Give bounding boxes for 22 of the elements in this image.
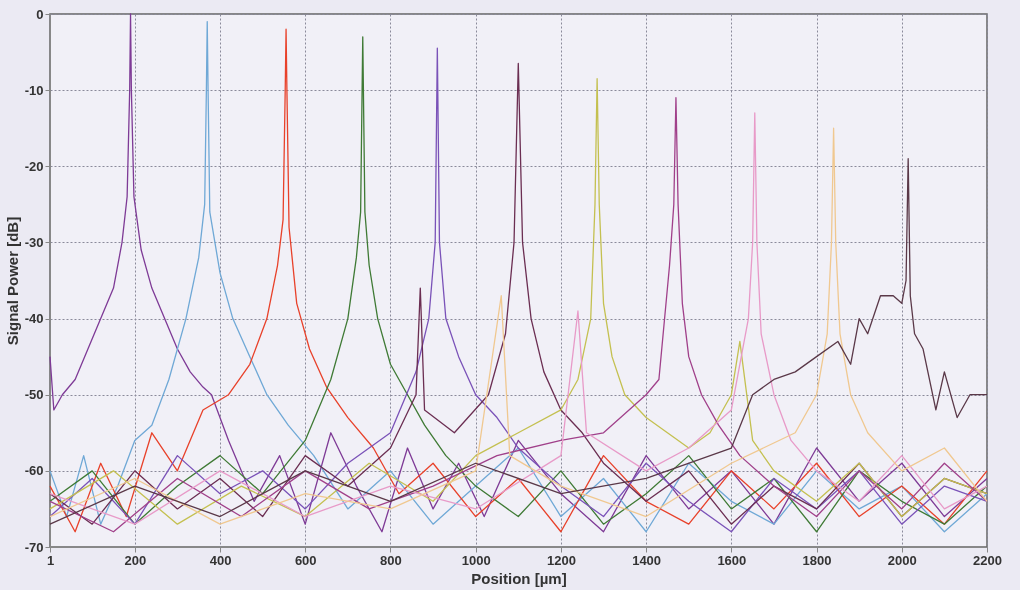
- y-tick-label: -60: [24, 463, 44, 479]
- y-tick-label: -10: [24, 82, 44, 98]
- y-tick-label: -50: [24, 387, 44, 403]
- x-tick-label: 1000: [461, 552, 491, 568]
- x-tick-label: 1800: [802, 552, 832, 568]
- x-tick-label: 200: [124, 552, 147, 568]
- x-tick-label: 1600: [717, 552, 747, 568]
- x-tick-label: 1: [46, 552, 55, 568]
- x-tick-label: 1400: [632, 552, 662, 568]
- y-tick-label: -20: [24, 158, 44, 174]
- x-axis-title: Position [µm]: [471, 569, 567, 587]
- x-tick-label: 1200: [546, 552, 576, 568]
- x-tick-label: 2200: [973, 552, 1002, 568]
- x-tick-label: 2000: [887, 552, 917, 568]
- y-tick-label: -30: [24, 234, 44, 250]
- x-tick-label: 800: [380, 552, 402, 568]
- x-tick-label: 400: [209, 552, 232, 568]
- y-tick-label: -40: [24, 311, 44, 327]
- y-tick-label: 0: [36, 6, 44, 22]
- y-tick-label: -70: [24, 539, 44, 555]
- x-tick-label: 600: [294, 552, 317, 568]
- y-axis-title: Signal Power [dB]: [3, 216, 21, 346]
